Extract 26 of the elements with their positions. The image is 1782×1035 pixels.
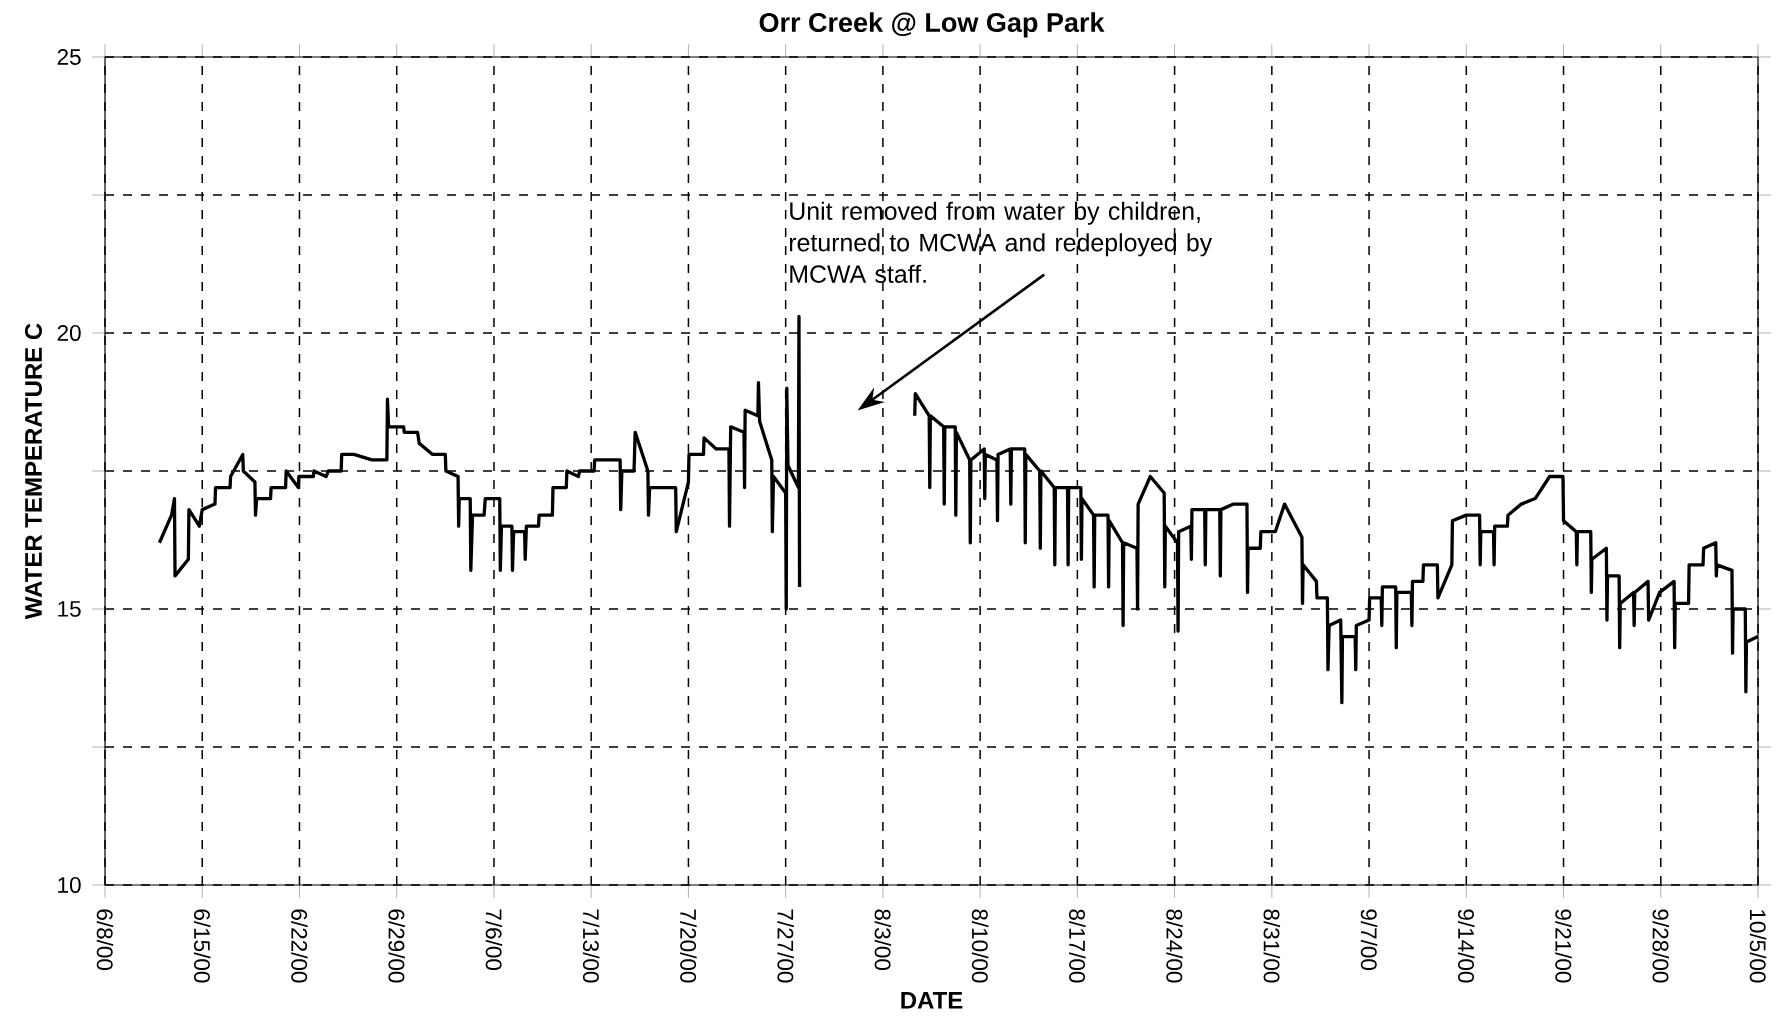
x-tick-label: 8/24/00 xyxy=(1166,909,1183,983)
y-tick-label: 25 xyxy=(57,49,81,65)
x-tick-label: 7/13/00 xyxy=(582,909,600,983)
x-tick-label: 8/10/00 xyxy=(971,909,989,983)
x-tick-label: 7/20/00 xyxy=(680,909,697,983)
y-axis-title: WATER TEMPERATURE C xyxy=(25,323,42,620)
x-tick-label: 7/6/00 xyxy=(485,909,503,971)
y-tick-label: 15 xyxy=(58,601,81,617)
x-tick-label: 8/3/00 xyxy=(874,909,892,971)
x-tick-label: 9/28/00 xyxy=(1652,909,1670,983)
x-tick-label: 6/22/00 xyxy=(291,909,308,983)
x-tick-label: 6/8/00 xyxy=(96,909,114,971)
x-tick-label: 7/27/00 xyxy=(777,909,794,983)
x-tick-label: 9/21/00 xyxy=(1555,909,1572,983)
x-tick-label: 6/29/00 xyxy=(388,909,405,983)
chart-title: Orr Creek @ Low Gap Park xyxy=(759,12,1105,38)
x-tick-label: 8/17/00 xyxy=(1069,909,1086,983)
y-tick-label: 20 xyxy=(57,325,81,341)
x-tick-label: 6/15/00 xyxy=(193,909,211,983)
x-tick-label: 9/14/00 xyxy=(1458,909,1475,983)
annotation: Unit removed from water by children, returned to MCWA and redeployed by MCWA staff. xyxy=(789,201,1213,283)
x-tick-label: 9/7/00 xyxy=(1360,909,1378,971)
x-tick-label: 10/5/00 xyxy=(1749,910,1767,983)
x-axis-title: DATE xyxy=(901,992,963,1009)
y-tick-label: 10 xyxy=(58,877,81,893)
x-tick-label: 8/31/00 xyxy=(1263,909,1281,983)
